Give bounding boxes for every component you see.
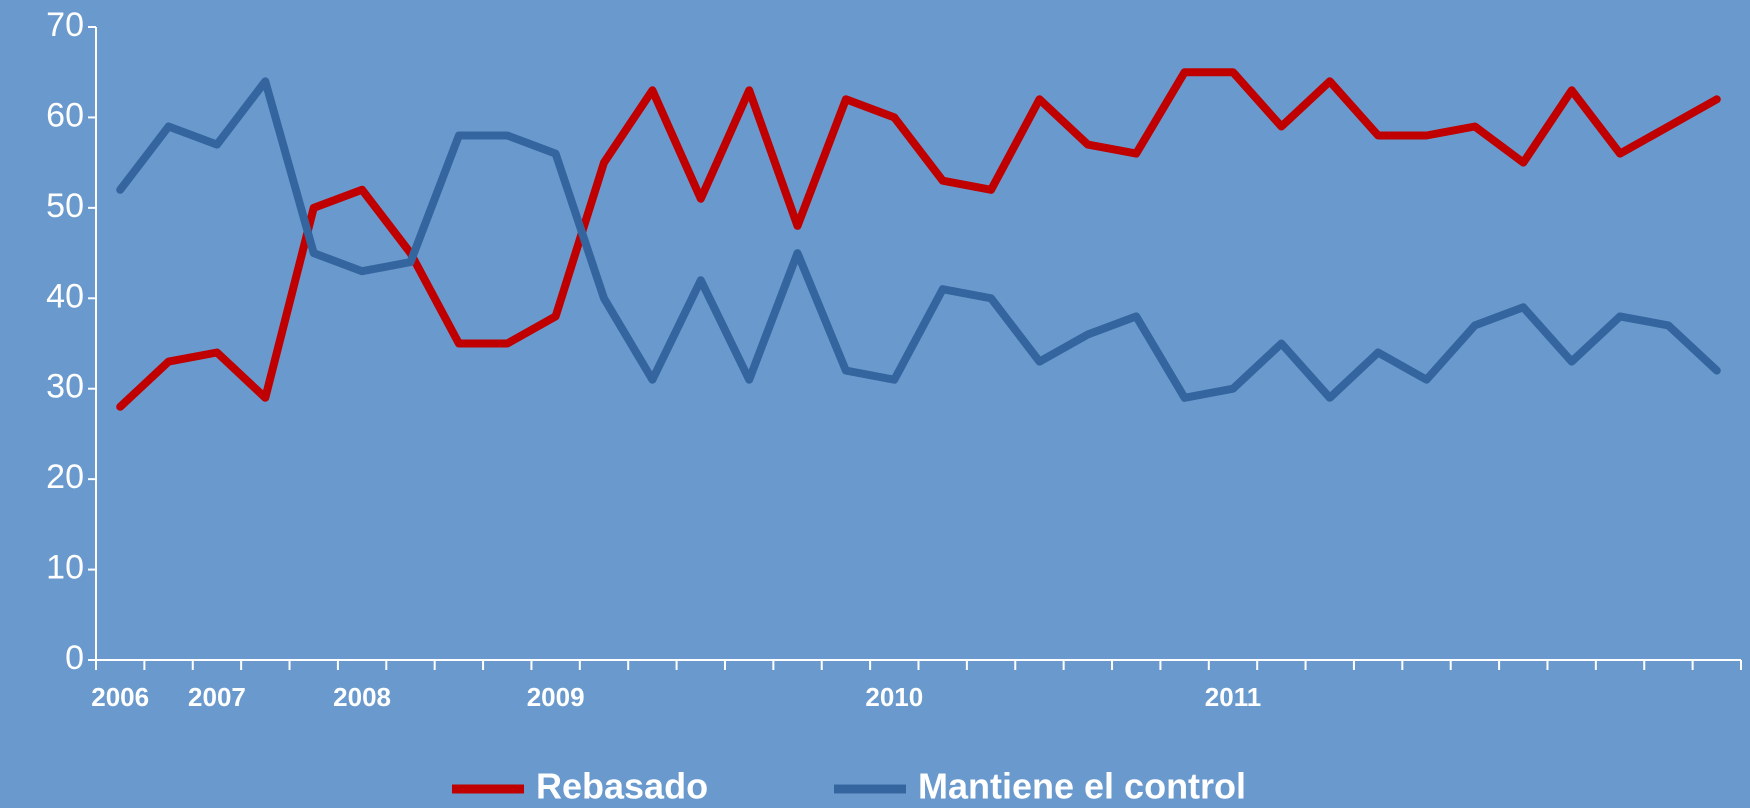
y-tick-label: 70 [46,6,84,44]
y-tick-label: 0 [65,639,84,677]
x-tick-label: 2009 [527,682,585,712]
x-tick-label: 2007 [188,682,246,712]
x-tick-label: 2010 [865,682,923,712]
x-tick-label: 2006 [91,682,149,712]
legend-label: Rebasado [536,766,708,807]
legend-label: Mantiene el control [918,766,1246,807]
y-tick-label: 40 [46,277,84,315]
y-tick-label: 30 [46,368,84,406]
y-tick-label: 50 [46,187,84,225]
series-line [116,77,1721,402]
y-tick-label: 20 [46,458,84,496]
y-tick-label: 10 [46,549,84,587]
series-line [116,68,1721,411]
x-tick-label: 2008 [333,682,391,712]
y-tick-label: 60 [46,96,84,134]
x-tick-label: 2011 [1205,682,1261,712]
